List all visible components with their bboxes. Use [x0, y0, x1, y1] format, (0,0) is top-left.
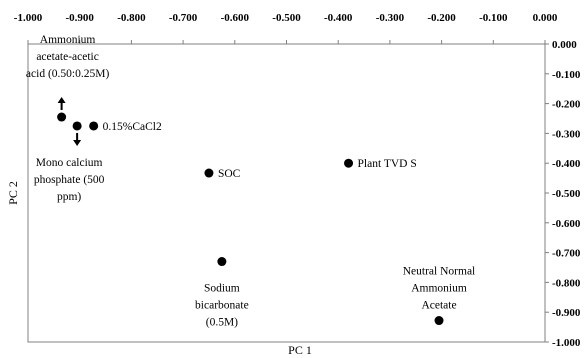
data-label-line: 0.15%CaCl2	[103, 121, 162, 133]
data-point	[434, 316, 444, 326]
y-tick-label: -0.200	[552, 99, 581, 111]
data-label: Sodium bicarbonate (0.5M)	[195, 283, 249, 329]
data-label-line: bicarbonate	[195, 300, 249, 312]
x-tick-label: -0.500	[272, 12, 301, 24]
data-label: Mono calcium phosphate (500 ppm)	[34, 157, 105, 203]
x-tick-label: -0.300	[376, 12, 405, 24]
axes: -1.000 -0.900 -0.800 -0.700 -0.600 -0.500 -0.4…	[14, 12, 581, 349]
plot-frame	[27, 43, 546, 343]
y-tick-label: -0.400	[552, 158, 581, 170]
data-point	[89, 121, 99, 131]
data-point	[57, 112, 67, 122]
data-label: 0.15%CaCl2	[103, 121, 162, 133]
x-tick-label: -1.000	[14, 12, 43, 24]
data-label: SOC	[218, 168, 241, 180]
y-tick-label: 0.000	[552, 39, 577, 51]
data-label-line: acetate-acetic	[36, 51, 99, 63]
data-point	[344, 158, 354, 168]
data-label-line: Neutral Normal	[403, 266, 476, 278]
x-tick-label: -0.200	[427, 12, 456, 24]
data-label-line: Acetate	[421, 300, 456, 312]
x-tick-label: -0.600	[221, 12, 250, 24]
x-tick-label: -0.400	[324, 12, 353, 24]
x-tick-label: 0.000	[533, 12, 558, 24]
data-point	[204, 168, 214, 178]
data-label-line: Sodium	[204, 283, 240, 295]
x-axis-title: PC 1	[288, 343, 312, 357]
y-tick-label: -0.500	[552, 188, 581, 200]
y-axis-title: PC 2	[6, 181, 20, 205]
y-tick-label: -0.600	[552, 218, 581, 230]
data-point	[72, 121, 82, 131]
data-label-line: (0.5M)	[206, 317, 238, 329]
data-label-line: Mono calcium	[36, 157, 103, 169]
arrow-up-icon	[57, 97, 66, 104]
x-tick-label: -0.700	[169, 12, 198, 24]
y-tick-label: -0.700	[552, 248, 581, 260]
data-label-line: ppm)	[57, 191, 81, 203]
data-point	[217, 257, 227, 267]
y-tick-label: -1.000	[552, 337, 581, 349]
arrow-down-icon	[73, 139, 82, 146]
data-label-line: Plant TVD S	[358, 158, 417, 170]
x-tick-label: -0.800	[117, 12, 146, 24]
x-tick-label: -0.100	[479, 12, 508, 24]
x-tick-label: -0.900	[65, 12, 94, 24]
data-label-line: phosphate (500	[34, 174, 105, 186]
data-label: Neutral Normal Ammonium Acetate	[403, 266, 476, 312]
y-tick-label: -0.800	[552, 277, 581, 289]
data-points: Ammonium acetate-acetic acid (0.50:0.25M) M…	[26, 34, 475, 329]
data-label-line: Ammonium	[40, 34, 96, 46]
y-tick-label: -0.300	[552, 128, 581, 140]
y-tick-label: -0.900	[552, 307, 581, 319]
data-label: Ammonium acetate-acetic acid (0.50:0.25M)	[26, 34, 110, 80]
y-tick-label: -0.100	[552, 69, 581, 81]
data-label: Plant TVD S	[358, 158, 417, 170]
data-label-line: SOC	[218, 168, 241, 180]
data-label-line: Ammonium	[411, 283, 467, 295]
data-label-line: acid (0.50:0.25M)	[26, 68, 110, 80]
